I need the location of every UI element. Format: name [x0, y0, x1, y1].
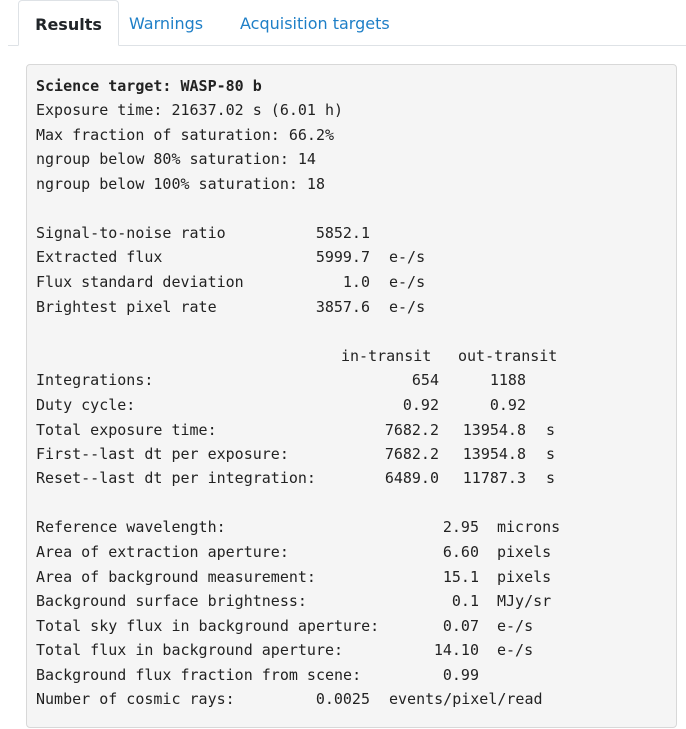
- transit-row-out: 13954.8: [462, 421, 526, 439]
- bg-value: 0.07: [442, 617, 479, 635]
- results-panel: Science target: WASP-80 b Exposure time:…: [26, 64, 677, 728]
- cosmic-rays-unit: events/pixel/read: [389, 690, 543, 708]
- bg-label: Reference wavelength:: [36, 518, 226, 536]
- bg-value: 2.95: [442, 518, 479, 536]
- bg-unit: e-/s: [497, 617, 534, 635]
- cosmic-rays-value: 0.0025: [315, 690, 370, 708]
- transit-row-unit: s: [546, 469, 556, 487]
- bg-label: Background surface brightness:: [36, 592, 307, 610]
- flux-std-label: Flux standard deviation: [36, 273, 244, 291]
- col-out-transit: out-transit: [458, 347, 558, 365]
- snr-value: 5852.1: [315, 224, 370, 242]
- bg-unit: microns: [497, 518, 561, 536]
- bg-value: 14.10: [433, 641, 479, 659]
- transit-row-label: Integrations:: [36, 371, 154, 389]
- transit-row-in: 7682.2: [384, 445, 439, 463]
- transit-row-in: 6489.0: [384, 469, 439, 487]
- bg-label: Area of extraction aperture:: [36, 543, 289, 561]
- cosmic-rays-label: Number of cosmic rays:: [36, 690, 235, 708]
- bg-unit: pixels: [497, 543, 552, 561]
- bg-value: 6.60: [442, 543, 479, 561]
- ngroup-80: ngroup below 80% saturation: 14: [36, 150, 316, 168]
- transit-row-unit: s: [546, 445, 556, 463]
- transit-row-label: Duty cycle:: [36, 396, 136, 414]
- brightest-pixel-value: 3857.6: [315, 298, 370, 316]
- results-tabs: Results Warnings Acquisition targets: [8, 0, 686, 46]
- tab-warnings[interactable]: Warnings: [129, 14, 204, 33]
- max-saturation: Max fraction of saturation: 66.2%: [36, 126, 335, 144]
- transit-row-in: 654: [411, 371, 439, 389]
- exposure-time: Exposure time: 21637.02 s (6.01 h): [36, 101, 344, 119]
- brightest-pixel-label: Brightest pixel rate: [36, 298, 217, 316]
- bg-unit: e-/s: [497, 641, 534, 659]
- bg-value: 0.99: [442, 666, 479, 684]
- ngroup-100: ngroup below 100% saturation: 18: [36, 175, 325, 193]
- extracted-flux-unit: e-/s: [389, 248, 426, 266]
- transit-row-label: First--last dt per exposure:: [36, 445, 289, 463]
- transit-row-in: 0.92: [402, 396, 439, 414]
- bg-label: Total flux in background aperture:: [36, 641, 344, 659]
- bg-label: Area of background measurement:: [36, 568, 316, 586]
- flux-std-value: 1.0: [342, 273, 370, 291]
- transit-row-label: Total exposure time:: [36, 421, 217, 439]
- transit-row-out: 13954.8: [462, 445, 526, 463]
- brightest-pixel-unit: e-/s: [389, 298, 426, 316]
- extracted-flux-value: 5999.7: [315, 248, 370, 266]
- bg-label: Total sky flux in background aperture:: [36, 617, 380, 635]
- bg-value: 0.1: [451, 592, 479, 610]
- flux-std-unit: e-/s: [389, 273, 426, 291]
- col-in-transit: in-transit: [341, 347, 432, 365]
- bg-unit: MJy/sr: [497, 592, 552, 610]
- transit-row-in: 7682.2: [384, 421, 439, 439]
- bg-unit: pixels: [497, 568, 552, 586]
- transit-row-unit: s: [546, 421, 556, 439]
- bg-label: Background flux fraction from scene:: [36, 666, 362, 684]
- bg-value: 15.1: [442, 568, 479, 586]
- tab-results[interactable]: Results: [18, 0, 119, 46]
- science-target: Science target: WASP-80 b: [36, 77, 262, 95]
- transit-row-out: 11787.3: [462, 469, 526, 487]
- transit-row-out: 1188: [489, 371, 526, 389]
- tab-acquisition-targets[interactable]: Acquisition targets: [240, 14, 390, 33]
- transit-row-out: 0.92: [489, 396, 526, 414]
- extracted-flux-label: Extracted flux: [36, 248, 163, 266]
- transit-row-label: Reset--last dt per integration:: [36, 469, 316, 487]
- snr-label: Signal-to-noise ratio: [36, 224, 226, 242]
